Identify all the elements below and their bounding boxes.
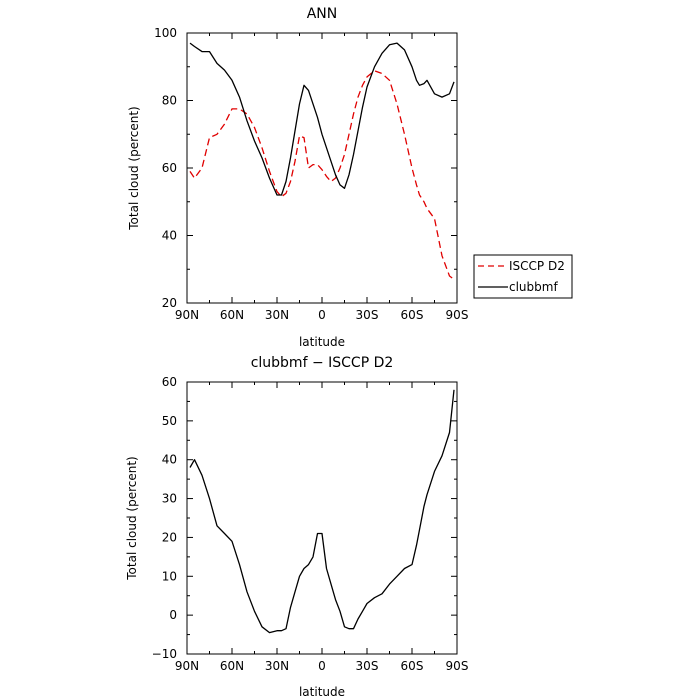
y-tick-labels: 20 40 60 80 100 bbox=[154, 26, 177, 310]
y-tick-label: 10 bbox=[162, 569, 177, 583]
x-tick-label: 30S bbox=[356, 308, 379, 322]
x-tick-label: 90N bbox=[175, 308, 199, 322]
x-tick-label: 30N bbox=[265, 308, 289, 322]
y-tick-label: 40 bbox=[162, 453, 177, 467]
x-tick-label: 60S bbox=[401, 308, 424, 322]
chart-difference: clubbmf − ISCCP D2 90N 60N 30N 0 30S 60S 90S −… bbox=[125, 355, 468, 699]
y-tick-label: 50 bbox=[162, 414, 177, 428]
x-tick-label: 60N bbox=[220, 659, 244, 673]
y-tick-label: 60 bbox=[162, 375, 177, 389]
legend-label-clubbmf: clubbmf bbox=[509, 280, 558, 294]
x-tick-labels: 90N 60N 30N 0 30S 60S 90S bbox=[175, 659, 469, 673]
x-tick-label: 60S bbox=[401, 659, 424, 673]
plot-frame bbox=[186, 32, 458, 304]
y-tick-label: 20 bbox=[162, 530, 177, 544]
legend: ISCCP D2 clubbmf bbox=[473, 254, 573, 299]
y-tick-label: 80 bbox=[162, 94, 177, 108]
series-line-isccp-d2 bbox=[189, 70, 455, 280]
series-lines bbox=[189, 42, 455, 280]
legend-label-isccp: ISCCP D2 bbox=[509, 259, 565, 273]
legend-box bbox=[473, 254, 573, 299]
y-tick-label: 100 bbox=[154, 26, 177, 40]
x-tick-labels: 90N 60N 30N 0 30S 60S 90S bbox=[175, 308, 469, 322]
x-tick-label: 90N bbox=[175, 659, 199, 673]
y-tick-label: −10 bbox=[152, 647, 177, 661]
tick-marks bbox=[186, 381, 458, 655]
series-line-clubbmf bbox=[189, 42, 455, 196]
y-tick-label: 60 bbox=[162, 161, 177, 175]
x-tick-label: 60N bbox=[220, 308, 244, 322]
chart-title: clubbmf − ISCCP D2 bbox=[251, 355, 394, 371]
x-tick-label: 0 bbox=[318, 308, 326, 322]
x-axis-title: latitude bbox=[299, 685, 345, 699]
y-tick-label: 40 bbox=[162, 229, 177, 243]
x-tick-label: 30N bbox=[265, 659, 289, 673]
plot-frame bbox=[186, 381, 458, 655]
x-tick-label: 0 bbox=[318, 659, 326, 673]
y-tick-label: 30 bbox=[162, 492, 177, 506]
y-tick-labels: −10 0 10 20 30 40 50 60 bbox=[152, 375, 177, 661]
chart-ann: ANN 90N 60N 30N 0 30S 60S 90S 20 40 60 80 100 lati… bbox=[127, 6, 573, 349]
x-tick-label: 90S bbox=[446, 659, 469, 673]
y-axis-title: Total cloud (percent) bbox=[125, 456, 139, 580]
x-axis-title: latitude bbox=[299, 335, 345, 349]
chart-title: ANN bbox=[307, 6, 338, 22]
series-lines bbox=[189, 389, 455, 634]
y-tick-label: 20 bbox=[162, 296, 177, 310]
x-tick-label: 30S bbox=[356, 659, 379, 673]
y-axis-title: Total cloud (percent) bbox=[127, 106, 141, 230]
x-tick-label: 90S bbox=[446, 308, 469, 322]
y-tick-label: 0 bbox=[169, 608, 177, 622]
series-line-difference bbox=[189, 389, 455, 634]
